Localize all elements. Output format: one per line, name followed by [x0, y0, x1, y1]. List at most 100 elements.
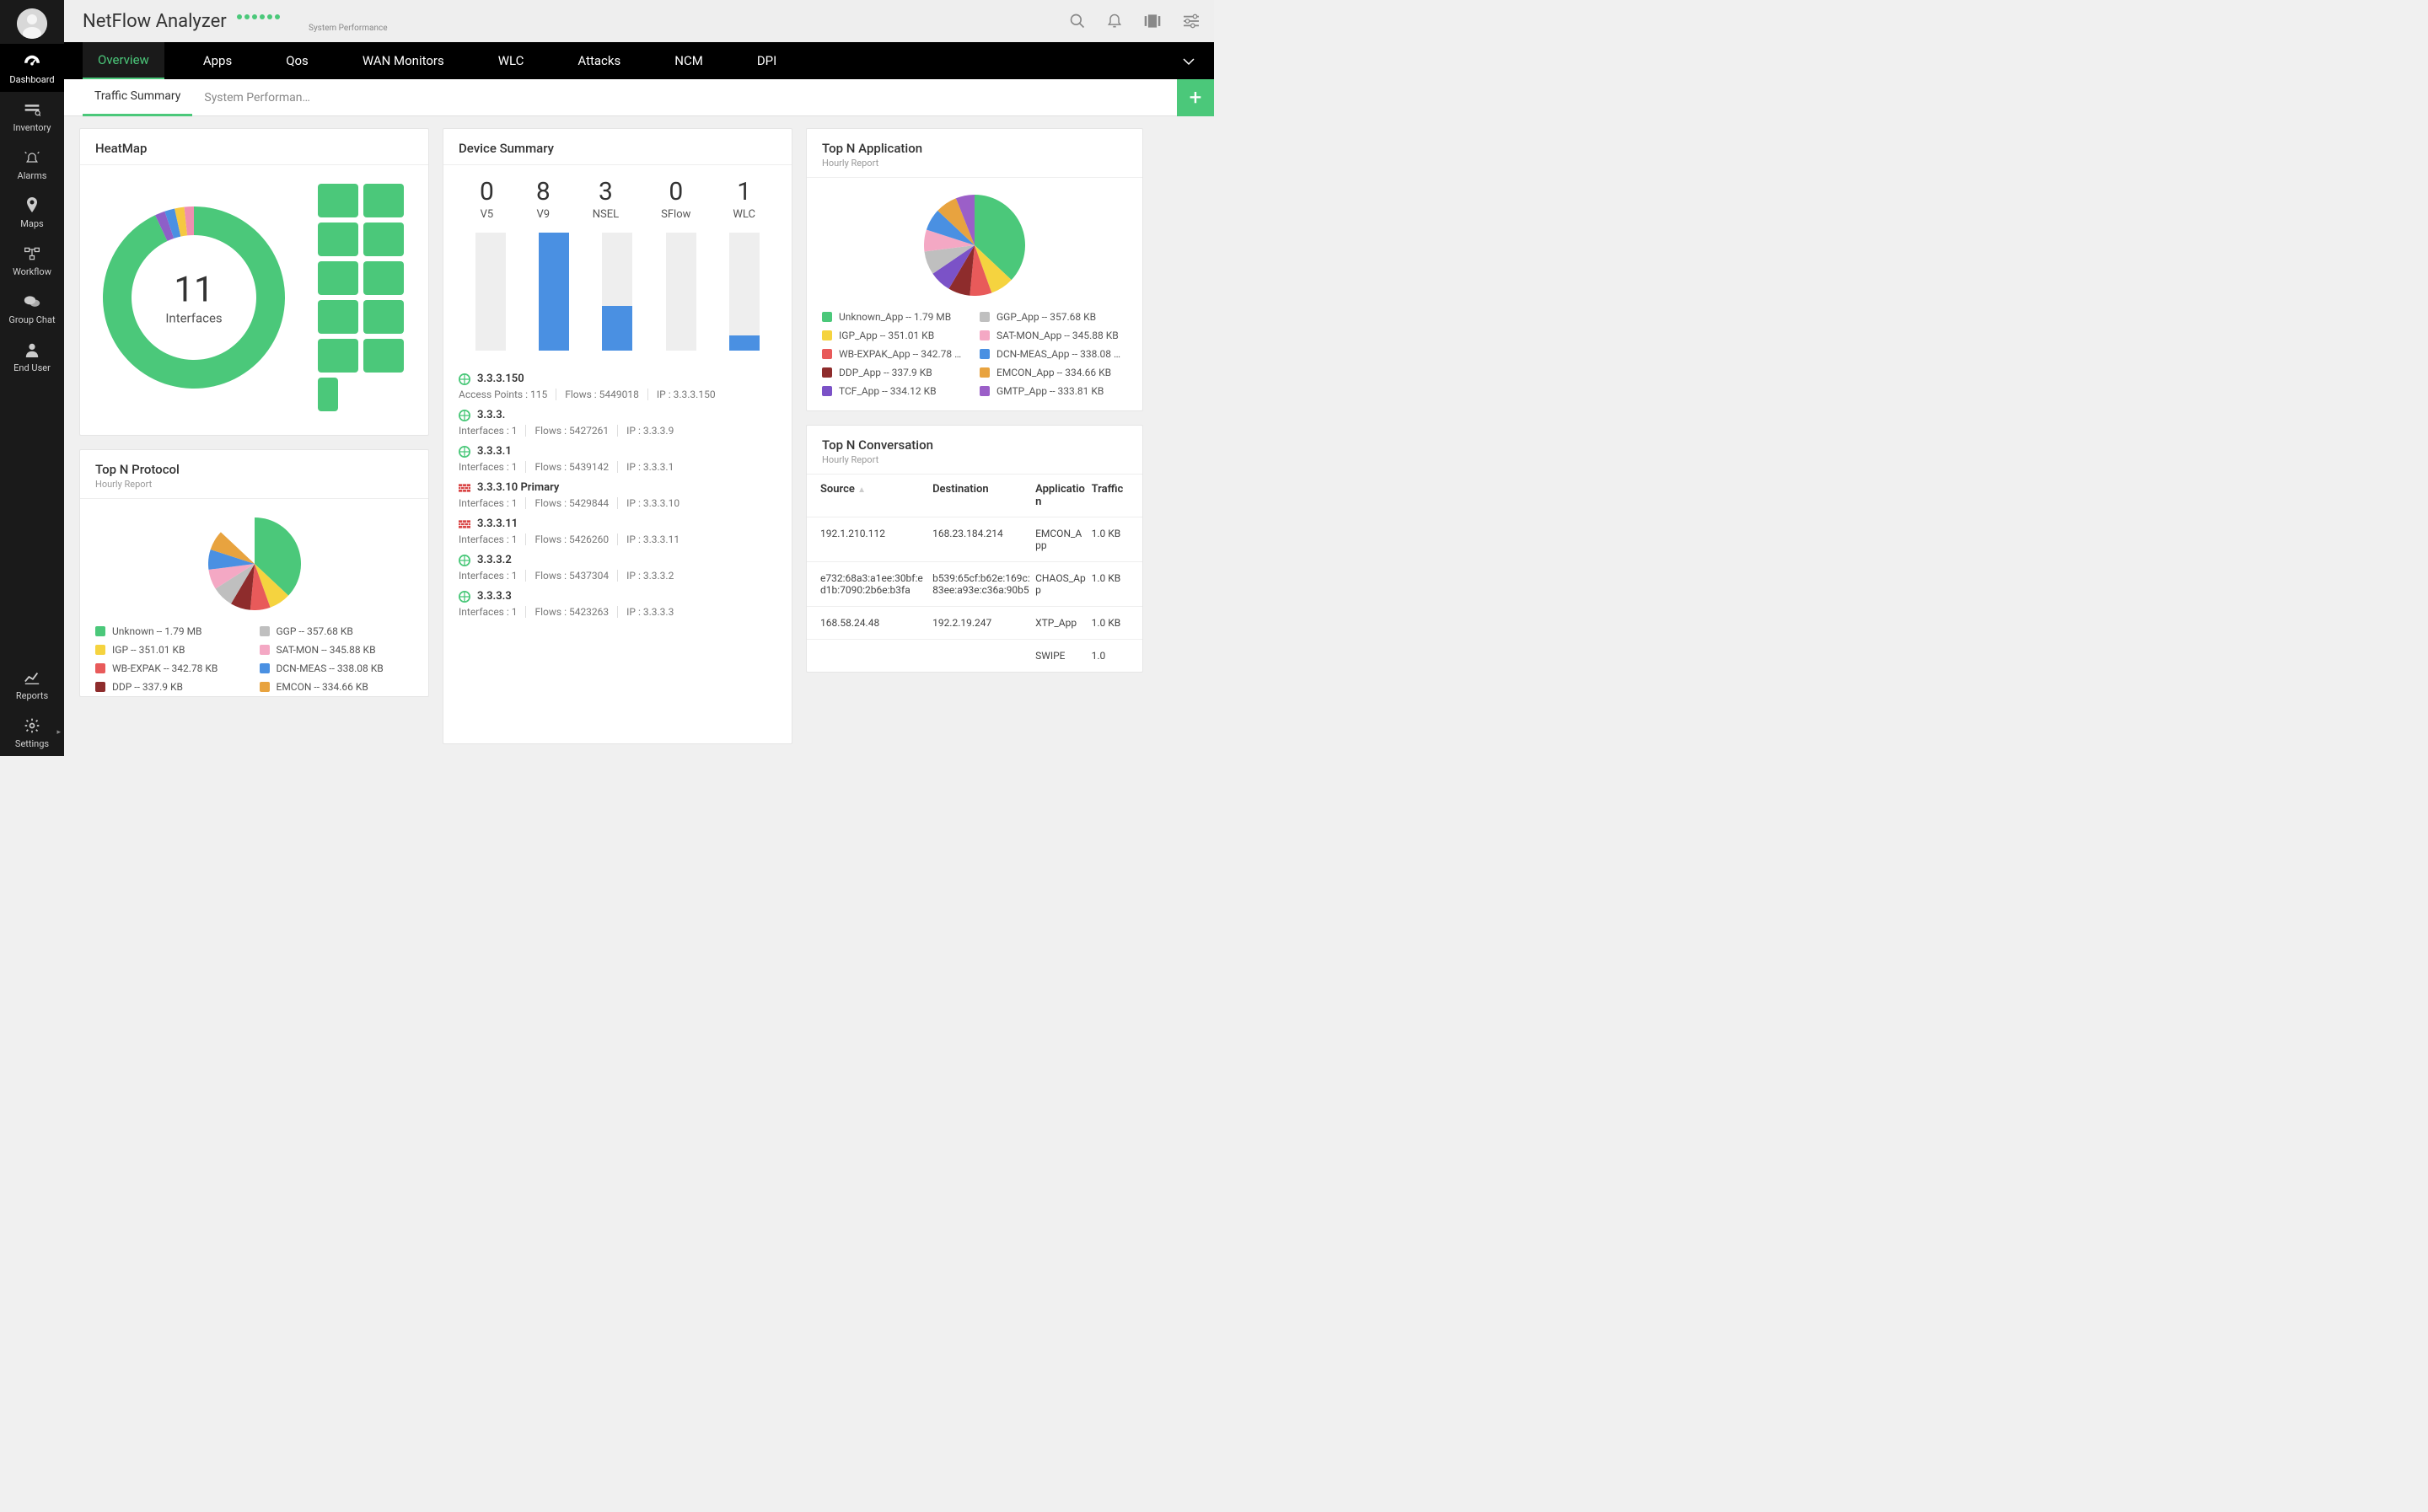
device-row[interactable]: 3.3.3.3Interfaces : 1Flows : 5423263IP :… — [459, 585, 776, 621]
tab-attacks[interactable]: Attacks — [562, 42, 636, 79]
sidebar-item-reports[interactable]: Reports — [0, 660, 64, 708]
app-pie — [924, 195, 1025, 296]
device-row[interactable]: 3.3.3.10 PrimaryInterfaces : 1Flows : 54… — [459, 476, 776, 512]
heat-cell[interactable] — [318, 378, 338, 411]
tab-apps[interactable]: Apps — [188, 42, 247, 79]
chat-icon — [24, 292, 40, 311]
sidebar-item-settings[interactable]: Settings — [0, 708, 64, 756]
legend-item: DDP_App -- 337.9 KB — [822, 367, 970, 378]
conv-row[interactable]: 168.58.24.48192.2.19.247XTP_App1.0 KB — [807, 606, 1142, 639]
legend-item: GMTP_App -- 333.81 KB — [980, 385, 1127, 397]
conv-col-app[interactable]: Application — [1035, 483, 1092, 508]
top-conversation-card: Top N Conversation Hourly Report Source … — [806, 425, 1143, 673]
top-conv-title: Top N Conversation — [822, 437, 1127, 453]
device-bar — [729, 233, 760, 351]
device-bar — [539, 233, 569, 351]
subtab-traffic[interactable]: Traffic Summary — [83, 79, 192, 116]
sidebar-item-workflow[interactable]: Workflow — [0, 236, 64, 284]
heat-cell[interactable] — [318, 261, 358, 295]
conv-table-head: Source ▲ Destination Application Traffic — [807, 475, 1142, 517]
sidebar-item-label: Workflow — [13, 266, 51, 277]
device-row[interactable]: 3.3.3.2Interfaces : 1Flows : 5437304IP :… — [459, 549, 776, 585]
device-columns: 0V58V93NSEL0SFlow1WLC — [459, 177, 776, 221]
legend-item: IGP -- 351.01 KB — [95, 644, 250, 656]
sidebar-item-label: Dashboard — [9, 74, 54, 85]
app-legend: Unknown_App -- 1.79 MBGGP_App -- 357.68 … — [822, 311, 1127, 397]
sidebar-item-label: Alarms — [18, 170, 47, 181]
heat-cell[interactable] — [318, 223, 358, 256]
top-protocol-title: Top N Protocol — [95, 462, 413, 477]
conv-col-traffic[interactable]: Traffic — [1092, 483, 1129, 508]
legend-item: EMCON_App -- 334.66 KB — [980, 367, 1127, 378]
conv-row[interactable]: SWIPE1.0 — [807, 639, 1142, 672]
avatar[interactable] — [17, 8, 47, 39]
sidebar-item-label: Maps — [20, 218, 43, 229]
device-stat: 8V9 — [536, 177, 551, 221]
sidebar-item-alarms[interactable]: Alarms — [0, 140, 64, 188]
device-row[interactable]: 3.3.3.11Interfaces : 1Flows : 5426260IP … — [459, 512, 776, 549]
device-row[interactable]: 3.3.3.Interfaces : 1Flows : 5427261IP : … — [459, 404, 776, 440]
add-button[interactable]: + — [1177, 79, 1214, 116]
sidebar-item-groupchat[interactable]: Group Chat — [0, 284, 64, 332]
chevron-down-icon[interactable] — [1182, 53, 1195, 69]
heat-cell[interactable] — [363, 223, 404, 256]
heat-cell[interactable] — [363, 261, 404, 295]
legend-item: SAT-MON_App -- 345.88 KB — [980, 330, 1127, 341]
top-conv-sub: Hourly Report — [822, 454, 1127, 465]
legend-item: WB-EXPAK -- 342.78 KB — [95, 662, 250, 674]
tab-dpi[interactable]: DPI — [742, 42, 792, 79]
sidebar-item-dashboard[interactable]: Dashboard — [0, 44, 64, 92]
list-icon — [24, 100, 40, 119]
tab-ncm[interactable]: NCM — [659, 42, 718, 79]
conv-col-source[interactable]: Source ▲ — [820, 483, 932, 508]
tab-wan[interactable]: WAN Monitors — [347, 42, 459, 79]
alarm-icon — [24, 148, 40, 167]
sidebar-item-label: Group Chat — [8, 314, 55, 325]
heat-cell[interactable] — [363, 300, 404, 334]
sidebar-item-enduser[interactable]: End User — [0, 332, 64, 380]
legend-item: SAT-MON -- 345.88 KB — [260, 644, 414, 656]
heat-cell[interactable] — [318, 184, 358, 217]
device-summary-title: Device Summary — [459, 141, 776, 156]
conv-row[interactable]: e732:68a3:a1ee:30bf:ed1b:7090:2b6e:b3fab… — [807, 561, 1142, 606]
heatmap-title: HeatMap — [95, 141, 413, 156]
device-row[interactable]: 3.3.3.150Access Points : 115Flows : 5449… — [459, 367, 776, 404]
tab-wlc[interactable]: WLC — [483, 42, 540, 79]
legend-item: TCF_App -- 334.12 KB — [822, 385, 970, 397]
sidebar-item-label: Inventory — [13, 122, 51, 133]
device-row[interactable]: 3.3.3.1Interfaces : 1Flows : 5439142IP :… — [459, 440, 776, 476]
chart-icon — [24, 668, 40, 687]
heat-cell[interactable] — [318, 339, 358, 373]
legend-item: GGP -- 357.68 KB — [260, 625, 414, 637]
sidebar: Dashboard Inventory Alarms Maps Workflow… — [0, 0, 64, 756]
legend-item: DCN-MEAS -- 338.08 KB — [260, 662, 414, 674]
legend-item: DDP -- 337.9 KB — [95, 681, 250, 693]
top-protocol-sub: Hourly Report — [95, 479, 413, 490]
protocol-legend: Unknown -- 1.79 MBGGP -- 357.68 KBIGP --… — [95, 625, 413, 693]
tab-qos[interactable]: Qos — [271, 42, 324, 79]
sub-nav: Traffic Summary System Performan… + — [64, 79, 1214, 116]
sidebar-item-inventory[interactable]: Inventory — [0, 92, 64, 140]
gauge-icon — [23, 52, 41, 71]
sidebar-item-maps[interactable]: Maps — [0, 188, 64, 236]
legend-item: Unknown_App -- 1.79 MB — [822, 311, 970, 323]
layout-icon[interactable] — [1143, 13, 1162, 29]
sidebar-item-label: Settings — [15, 738, 49, 749]
conv-row[interactable]: 192.1.210.112168.23.184.214EMCON_App1.0 … — [807, 517, 1142, 561]
subtab-sysperf[interactable]: System Performan… — [192, 79, 322, 116]
heat-cell[interactable] — [318, 300, 358, 334]
heat-cell[interactable] — [363, 339, 404, 373]
legend-item: EMCON -- 334.66 KB — [260, 681, 414, 693]
globe-icon — [459, 591, 470, 603]
search-icon[interactable] — [1069, 13, 1086, 29]
map-pin-icon — [25, 196, 39, 215]
legend-item: DCN-MEAS_App -- 338.08 … — [980, 348, 1127, 360]
conv-col-dest[interactable]: Destination — [932, 483, 1035, 508]
sliders-icon[interactable] — [1182, 13, 1201, 29]
bell-icon[interactable] — [1106, 13, 1123, 29]
tab-overview[interactable]: Overview — [83, 42, 164, 79]
header: NetFlow Analyzer System Performance — [64, 0, 1214, 42]
device-bar — [475, 233, 506, 351]
heat-cell[interactable] — [363, 184, 404, 217]
content: HeatMap 11 Interfaces Top N Protocol Hou… — [64, 116, 1214, 756]
